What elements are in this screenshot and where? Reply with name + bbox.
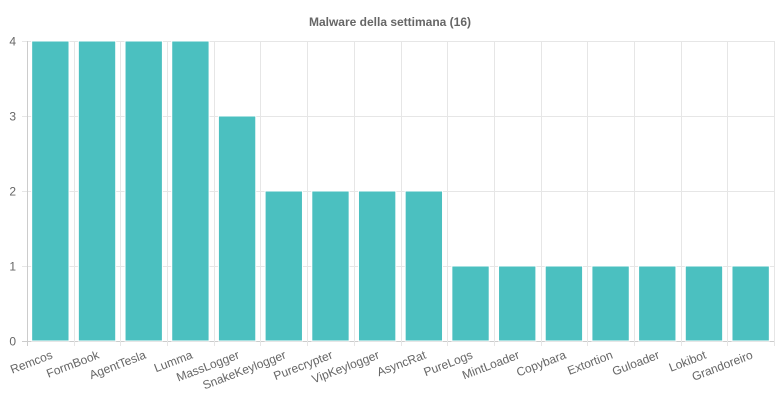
bar[interactable] [638,265,677,342]
x-tick-label: Extortion [565,348,614,378]
x-tick-label: AsyncRat [375,347,429,379]
bar[interactable] [171,40,210,342]
gridlines [22,41,775,346]
chart-title: Malware della settimana (16) [309,15,471,29]
y-tick-label: 3 [9,110,16,124]
bar[interactable] [357,190,397,342]
bar[interactable] [591,265,630,342]
y-tick-label: 4 [9,35,16,49]
bars [31,40,770,342]
y-tick-label: 0 [9,335,16,349]
y-axis-ticks: 0 1 2 3 4 [9,35,16,349]
bar[interactable] [451,265,490,342]
bar[interactable] [77,40,117,342]
bar[interactable] [217,115,257,342]
x-tick-label: Copybara [514,348,568,380]
bar[interactable] [544,265,584,342]
bar[interactable] [311,190,350,342]
y-tick-label: 2 [9,185,16,199]
x-tick-label: Guloader [610,348,661,379]
bar[interactable] [498,265,537,342]
bar[interactable] [684,265,724,342]
bar[interactable] [124,40,163,342]
bar[interactable] [264,190,303,342]
y-tick-label: 1 [9,260,16,274]
bar[interactable] [404,190,444,342]
bar[interactable] [731,265,770,342]
bar[interactable] [31,40,70,342]
